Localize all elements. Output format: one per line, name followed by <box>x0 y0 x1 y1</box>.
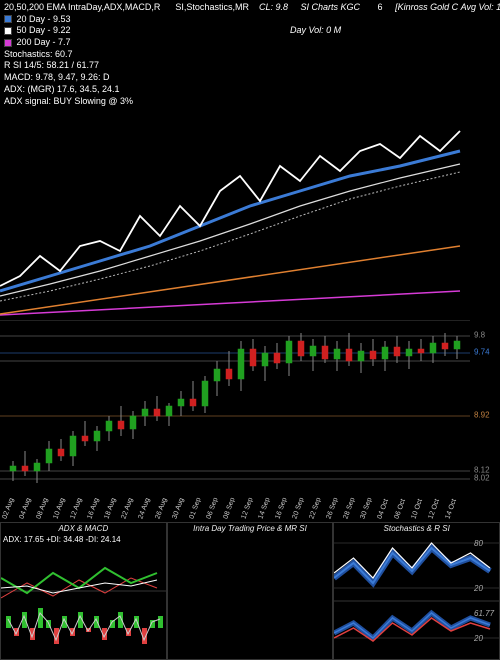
svg-text:20: 20 <box>473 634 483 643</box>
stoch-label: Stochastics: 60.7 <box>4 49 496 61</box>
svg-text:80: 80 <box>474 539 483 548</box>
company: [Kinross Gold C <box>395 2 458 12</box>
candle-y-axis: 9.89.748.928.128.02 <box>472 320 500 490</box>
svg-text:61.77: 61.77 <box>474 609 495 618</box>
adx-line1: ADX: (MGR) 17.6, 34.5, 24.1 <box>4 84 496 96</box>
intra-panel-title: Intra Day Trading Price & MR SI <box>168 524 333 533</box>
ema200-label: 200 Day - 7.7 <box>17 37 71 47</box>
stochastics-rsi-panel: Stochastics & R SI 80 20 61.77 20 <box>333 522 500 660</box>
six: 6 <box>378 2 383 12</box>
ema20-swatch <box>4 15 12 23</box>
main-price-chart <box>0 96 470 316</box>
title-mid: SI,Stochastics,MR <box>175 2 249 12</box>
ema200-swatch <box>4 39 12 47</box>
indicator-panels: ADX & MACD ADX: 17.65 +DI: 34.48 -DI: 24… <box>0 522 500 660</box>
stoch-panel-title: Stochastics & R SI <box>334 524 499 533</box>
adx-panel-title: ADX & MACD <box>1 524 166 533</box>
title-left: 20,50,200 EMA IntraDay,ADX,MACD,R <box>4 2 160 12</box>
chart-header: 20,50,200 EMA IntraDay,ADX,MACD,R SI,Sto… <box>0 0 500 96</box>
day-vol: Day Vol: 0 M <box>290 25 341 37</box>
charts-label: SI Charts KGC <box>301 2 361 12</box>
ema50-label: 50 Day - 9.22 <box>17 25 71 35</box>
adx-panel-label: ADX: 17.65 +DI: 34.48 -DI: 24.14 <box>3 535 121 544</box>
candlestick-chart <box>0 320 470 490</box>
macd-label: MACD: 9.78, 9.47, 9.26: D <box>4 72 496 84</box>
intraday-panel: Intra Day Trading Price & MR SI <box>167 522 334 660</box>
ema20-label: 20 Day - 9.53 <box>17 14 71 24</box>
rsi-label: R SI 14/5: 58.21 / 61.77 <box>4 60 496 72</box>
cl-label: CL: 9.8 <box>259 2 288 12</box>
avg-vol: Avg Vol: 11.547 M <box>461 2 500 12</box>
ema50-swatch <box>4 27 12 35</box>
adx-macd-panel: ADX & MACD ADX: 17.65 +DI: 34.48 -DI: 24… <box>0 522 167 660</box>
date-axis: 02 Aug04 Aug08 Aug10 Aug12 Aug16 Aug18 A… <box>0 490 470 520</box>
svg-text:20: 20 <box>473 584 483 593</box>
